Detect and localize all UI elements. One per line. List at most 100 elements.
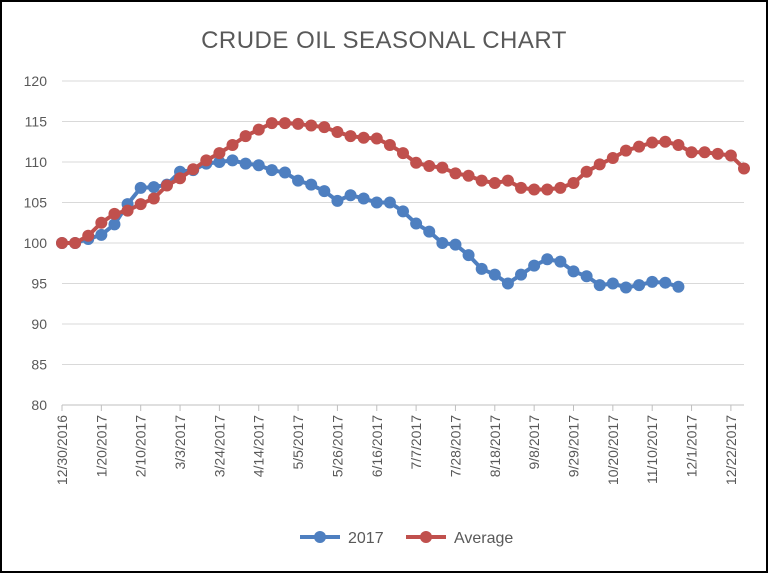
data-point (344, 189, 357, 202)
data-point (711, 147, 724, 160)
legend-marker-average (420, 531, 432, 543)
x-tick-label: 12/30/2016 (54, 415, 70, 485)
data-point (357, 131, 370, 144)
data-point (685, 146, 698, 159)
data-point (95, 216, 108, 229)
data-point (226, 138, 239, 151)
data-point (436, 161, 449, 174)
data-point (318, 185, 331, 198)
x-tick-label: 4/14/2017 (251, 415, 267, 477)
data-point (619, 144, 632, 157)
data-point (370, 196, 383, 209)
y-tick-label: 90 (31, 316, 47, 332)
x-tick-label: 3/3/2017 (172, 415, 188, 470)
y-axis-ticks: 80 85 90 95 100 105 110 115 120 (24, 73, 48, 413)
data-point (633, 140, 646, 153)
data-point (357, 192, 370, 205)
data-point (436, 237, 449, 249)
data-point (252, 159, 265, 172)
data-point (265, 117, 278, 130)
data-point (134, 181, 147, 194)
data-point (475, 262, 488, 275)
data-point (397, 147, 409, 160)
data-point (108, 218, 121, 231)
legend-label-2017: 2017 (348, 530, 384, 547)
y-tick-label: 105 (24, 195, 48, 211)
data-point (397, 205, 409, 218)
data-point (580, 270, 593, 283)
x-tick-label: 3/24/2017 (211, 415, 227, 477)
data-point (226, 154, 239, 167)
chart-title: CRUDE OIL SEASONAL CHART (201, 27, 567, 54)
data-point (488, 177, 501, 190)
data-point (213, 156, 226, 168)
legend-item-2017: 2017 (300, 530, 384, 547)
x-tick-label: 2/10/2017 (133, 415, 149, 477)
data-point (462, 169, 475, 182)
data-point (292, 174, 305, 187)
data-point (554, 181, 567, 194)
series-average (56, 117, 750, 249)
x-tick-label: 7/7/2017 (408, 415, 424, 470)
legend-label-average: Average (454, 530, 513, 547)
data-point (672, 138, 685, 151)
data-point (724, 149, 737, 162)
data-point (698, 146, 711, 159)
data-point (672, 280, 685, 293)
data-point (69, 237, 82, 249)
y-tick-label: 85 (31, 357, 47, 373)
data-point (265, 164, 278, 177)
data-point (606, 277, 619, 290)
data-point (475, 174, 488, 187)
data-point (200, 154, 213, 167)
data-point (515, 268, 528, 281)
data-point (606, 151, 619, 164)
x-tick-label: 5/5/2017 (290, 415, 306, 470)
data-point (528, 259, 541, 272)
data-point (318, 121, 331, 134)
data-point (292, 117, 305, 130)
x-tick-label: 11/10/2017 (644, 415, 660, 484)
y-tick-label: 115 (25, 114, 48, 130)
x-tick-label: 7/28/2017 (447, 415, 463, 477)
data-point (331, 126, 344, 139)
y-tick-label: 110 (25, 154, 48, 170)
x-tick-label: 6/16/2017 (369, 415, 385, 477)
data-point (383, 196, 396, 209)
data-point (738, 162, 750, 175)
data-point (344, 130, 357, 143)
x-tick-label: 12/22/2017 (723, 415, 739, 485)
data-point (239, 157, 252, 170)
legend-item-average: Average (406, 530, 513, 547)
data-point (488, 268, 501, 281)
data-point (56, 237, 68, 249)
y-tick-label: 100 (24, 235, 48, 251)
data-point (449, 167, 462, 180)
data-point (174, 172, 187, 185)
legend-marker-2017 (314, 531, 326, 543)
legend: 2017 Average (300, 530, 513, 547)
x-tick-label: 8/18/2017 (487, 415, 503, 477)
data-point (423, 225, 436, 238)
data-point (567, 177, 580, 190)
data-point (410, 156, 423, 169)
data-point (528, 183, 541, 196)
data-point (449, 238, 462, 251)
data-point (305, 119, 318, 132)
y-tick-label: 95 (31, 276, 47, 292)
data-point (593, 279, 606, 292)
data-point (659, 276, 672, 289)
data-point (121, 204, 134, 217)
data-point (278, 166, 291, 179)
data-point (501, 174, 514, 187)
data-point (305, 178, 318, 191)
data-point (462, 249, 475, 262)
data-point (239, 130, 252, 143)
data-point (554, 255, 567, 268)
grid (62, 80, 744, 406)
x-tick-label: 5/26/2017 (329, 415, 345, 477)
x-tick-label: 9/8/2017 (526, 415, 542, 470)
data-point (567, 265, 580, 278)
data-point (95, 228, 108, 241)
